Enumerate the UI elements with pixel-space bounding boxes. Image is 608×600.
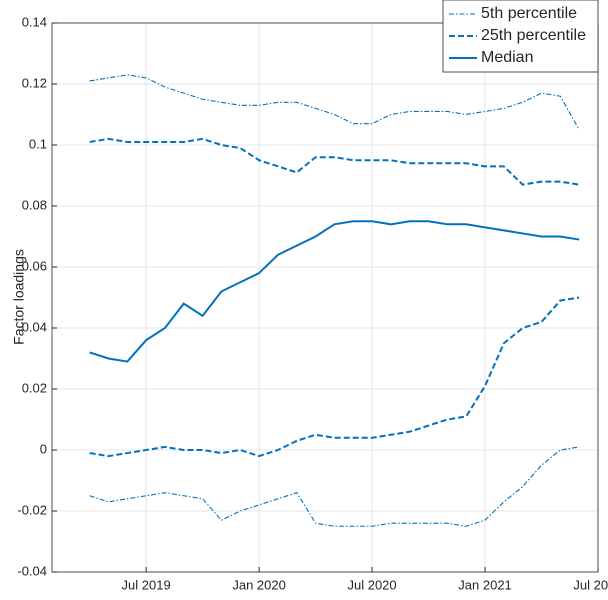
- y-tick-label: 0.12: [22, 75, 47, 90]
- plot-frame: [51, 22, 599, 573]
- y-tick-label: 0.1: [29, 136, 47, 151]
- y-tick-label: 0.14: [22, 14, 47, 29]
- series-line: [89, 137, 580, 186]
- y-tick-label: 0.06: [22, 258, 47, 273]
- y-tick-label: 0.08: [22, 197, 47, 212]
- x-tick-label: Jul 2019: [122, 577, 171, 592]
- x-tick-label: Jan 2020: [232, 577, 286, 592]
- series-line: [89, 74, 580, 131]
- series-line: [89, 220, 580, 363]
- y-tick-label: 0.02: [22, 380, 47, 395]
- y-tick-label: 0.04: [22, 319, 47, 334]
- x-tick-label: Jul 2021: [573, 577, 608, 592]
- legend-label: 5th percentile: [481, 5, 577, 22]
- y-tick-label: -0.02: [17, 502, 47, 517]
- y-tick-label: -0.04: [17, 563, 47, 578]
- x-tick-label: Jan 2021: [458, 577, 512, 592]
- legend-label: Median: [481, 49, 533, 66]
- series-line: [89, 446, 580, 527]
- y-tick-label: 0: [40, 441, 47, 456]
- legend-label: 25th percentile: [481, 27, 586, 44]
- x-tick-label: Jul 2020: [347, 577, 396, 592]
- y-axis-label: Factor loadings: [11, 249, 27, 345]
- series-line: [89, 296, 580, 458]
